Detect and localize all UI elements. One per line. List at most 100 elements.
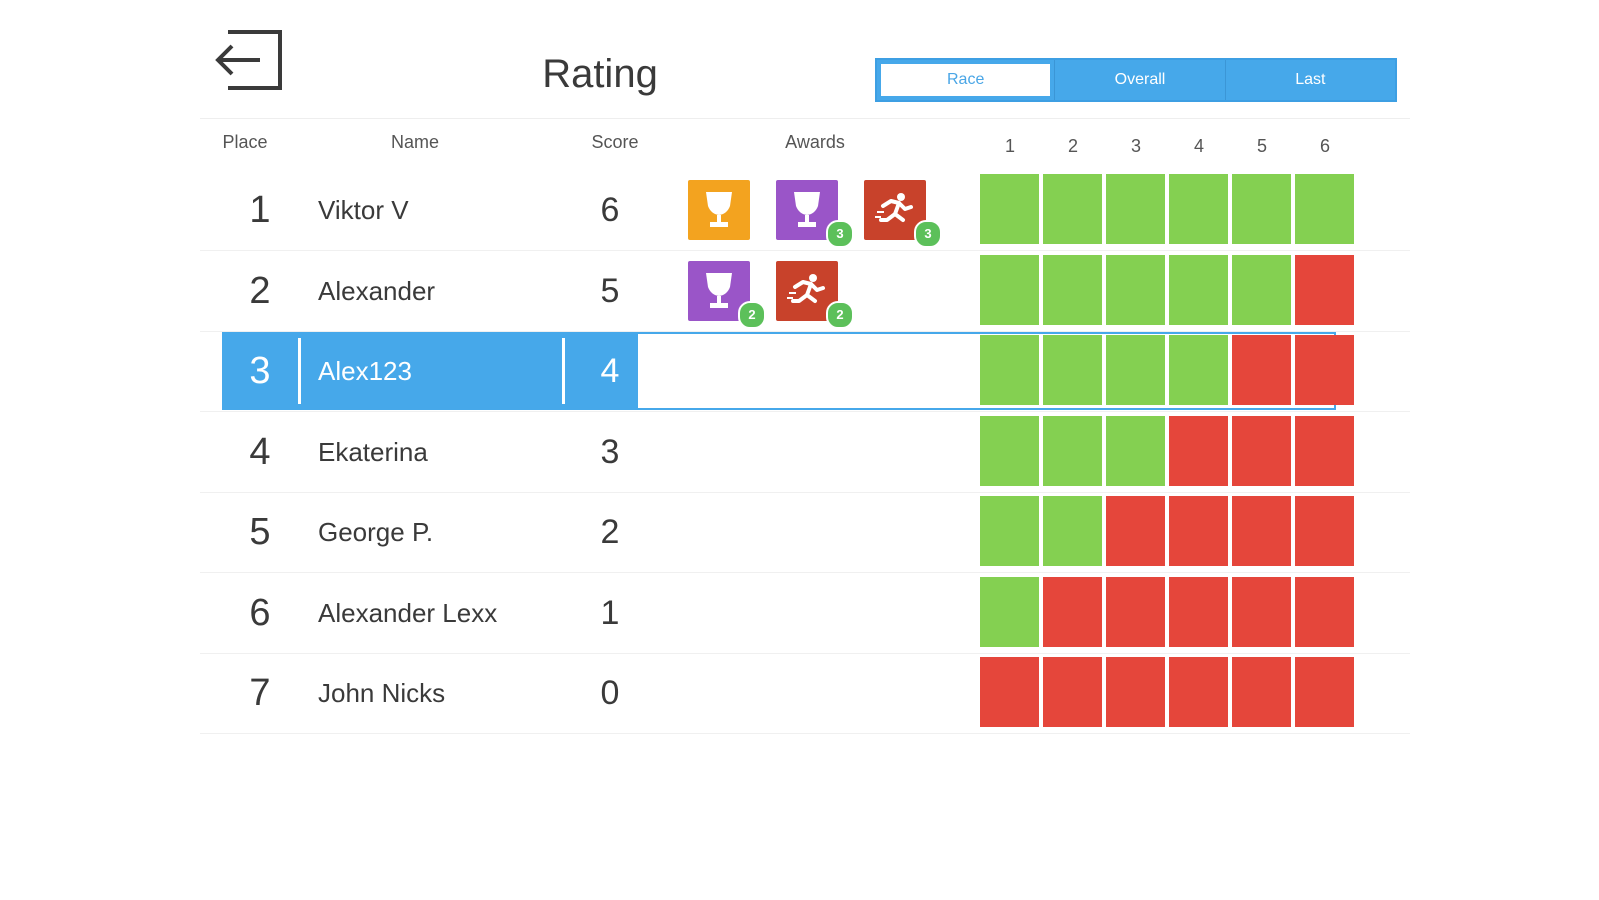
table-row[interactable]: 2 Alexander 5 2 2: [200, 251, 1410, 332]
player-name: George P.: [318, 517, 434, 547]
round-result-win: [1106, 415, 1165, 486]
round-results: [980, 174, 1354, 244]
round-result-win: [1043, 174, 1102, 244]
back-button[interactable]: [214, 22, 286, 94]
table-header: Place Name Score Awards 1 2 3 4 5 6: [0, 128, 1599, 158]
player-name: Viktor V: [318, 195, 409, 225]
column-header-round: 5: [1256, 136, 1267, 156]
round-result-loss: [1043, 657, 1102, 727]
score-cell: 0: [600, 674, 620, 712]
column-header-awards: Awards: [785, 132, 845, 152]
place-cell: 3: [249, 350, 271, 392]
round-result-win: [1043, 254, 1102, 325]
column-header-place: Place: [222, 132, 268, 152]
table-row[interactable]: 4 Ekaterina 3: [200, 412, 1410, 493]
tab-last[interactable]: Last: [1224, 60, 1395, 100]
highlight-separator: [298, 338, 301, 404]
round-result-win: [980, 496, 1039, 566]
column-header-round: 6: [1319, 136, 1330, 156]
table-row[interactable]: 5 George P. 2: [200, 492, 1410, 573]
round-result-win: [980, 576, 1039, 647]
round-result-loss: [1106, 576, 1165, 647]
round-result-loss: [1232, 496, 1291, 566]
exit-arrow-icon: [215, 30, 282, 90]
runner-icon[interactable]: 2: [776, 260, 854, 329]
round-result-loss: [1169, 415, 1228, 486]
round-result-win: [1043, 335, 1102, 405]
purple-trophy-icon[interactable]: 2: [688, 260, 766, 329]
round-result-win: [980, 335, 1039, 405]
table-row-current-player[interactable]: 3 Alex123 4: [200, 331, 1410, 412]
current-player-fill: [224, 334, 638, 408]
place-cell: 4: [249, 430, 271, 473]
award-count-badge: 2: [738, 300, 766, 329]
score-cell: 1: [600, 593, 620, 632]
table-row[interactable]: 6 Alexander Lexx 1: [200, 573, 1410, 654]
round-result-loss: [1169, 496, 1228, 566]
round-result-win: [1295, 174, 1354, 244]
player-name: Alex123: [318, 356, 412, 386]
round-result-loss: [1232, 335, 1291, 405]
player-name: John Nicks: [318, 678, 446, 708]
round-result-win: [980, 415, 1039, 486]
round-result-loss: [1232, 415, 1291, 486]
round-result-loss: [1106, 657, 1165, 727]
round-result-loss: [1232, 576, 1291, 647]
round-result-loss: [1295, 657, 1354, 727]
gold-trophy-icon[interactable]: [688, 180, 750, 240]
round-result-win: [980, 174, 1039, 244]
round-result-win: [1232, 174, 1291, 244]
round-result-loss: [1043, 576, 1102, 647]
tab-overall[interactable]: Overall: [1054, 60, 1224, 100]
round-results: [980, 415, 1354, 486]
score-cell: 5: [600, 271, 620, 310]
column-header-round: 4: [1193, 136, 1204, 156]
round-result-loss: [1295, 415, 1354, 486]
place-cell: 5: [249, 511, 271, 553]
place-cell: 7: [249, 672, 271, 714]
table-row[interactable]: 1 Viktor V 6 3 3: [200, 170, 1410, 251]
round-result-win: [980, 254, 1039, 325]
round-result-loss: [1106, 496, 1165, 566]
current-player-highlight: [222, 332, 1336, 410]
award-count-badge: 3: [914, 220, 942, 248]
round-result-loss: [1295, 254, 1354, 325]
page-title: Rating: [542, 52, 658, 96]
round-result-win: [1169, 254, 1228, 325]
place-cell: 6: [249, 591, 271, 634]
header-divider: [200, 118, 1410, 119]
round-result-win: [1043, 496, 1102, 566]
column-header-score: Score: [591, 132, 639, 152]
score-cell: 3: [600, 432, 620, 471]
award-count-badge: 3: [826, 220, 854, 248]
round-results: [980, 254, 1354, 325]
score-cell: 2: [600, 513, 620, 551]
round-result-win: [1169, 174, 1228, 244]
runner-icon[interactable]: 3: [864, 180, 942, 248]
purple-trophy-icon[interactable]: 3: [776, 180, 854, 248]
round-result-loss: [1169, 576, 1228, 647]
round-results: [980, 576, 1354, 647]
round-result-win: [1043, 415, 1102, 486]
round-result-win: [1106, 174, 1165, 244]
column-header-round: 2: [1067, 136, 1078, 156]
place-cell: 1: [249, 189, 271, 231]
column-header-round: 3: [1130, 136, 1141, 156]
round-result-win: [1106, 254, 1165, 325]
round-results: [980, 335, 1354, 405]
round-result-loss: [1232, 657, 1291, 727]
round-result-loss: [1295, 496, 1354, 566]
player-name: Ekaterina: [318, 436, 428, 467]
round-results: [980, 496, 1354, 566]
round-results: [980, 657, 1354, 727]
round-result-loss: [980, 657, 1039, 727]
tab-race[interactable]: Race: [879, 62, 1053, 98]
round-result-win: [1106, 335, 1165, 405]
rating-mode-tabs: Race Overall Last: [875, 58, 1397, 102]
player-name: Alexander: [318, 275, 436, 306]
round-result-loss: [1295, 576, 1354, 647]
table-row[interactable]: 7 John Nicks 0: [200, 653, 1410, 734]
score-cell: 6: [600, 191, 620, 229]
